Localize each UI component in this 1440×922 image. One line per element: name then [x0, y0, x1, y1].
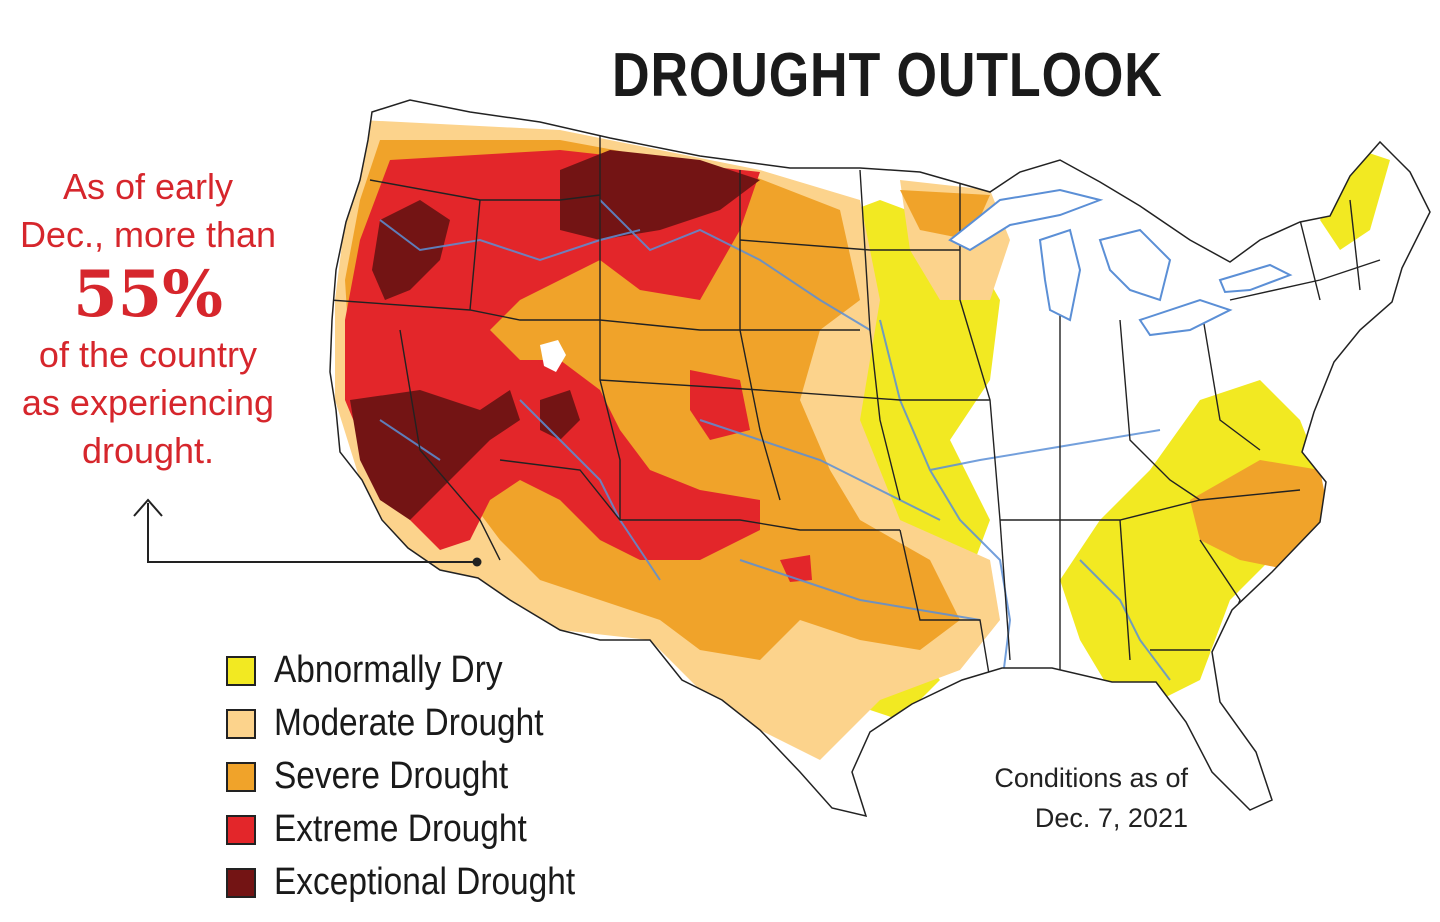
conditions-note-date: Dec. 7, 2021	[1034, 803, 1188, 833]
legend-swatch	[226, 814, 256, 845]
legend-item-abnormally-dry: Abnormally Dry	[226, 644, 616, 697]
callout-arrow	[133, 498, 477, 563]
legend-swatch	[226, 761, 256, 792]
map-title: DROUGHT OUTLOOK	[612, 41, 1163, 110]
legend-item-extreme-drought: Extreme Drought	[226, 803, 616, 856]
legend-label: Extreme Drought	[274, 808, 527, 850]
map-legend: Abnormally Dry Moderate Drought Severe D…	[226, 644, 616, 909]
legend-swatch	[226, 867, 256, 898]
legend-label: Exceptional Drought	[274, 861, 576, 903]
callout-percent: 55%	[73, 257, 223, 332]
legend-swatch	[226, 655, 256, 686]
conditions-note: Conditions as of Dec. 7, 2021	[994, 758, 1188, 838]
callout-line-5: drought.	[81, 430, 215, 471]
legend-item-exceptional-drought: Exceptional Drought	[226, 856, 616, 909]
callout-line-2: Dec., more than	[19, 214, 277, 255]
legend-label: Moderate Drought	[274, 702, 544, 744]
drought-callout: As of early Dec., more than 55% of the c…	[0, 163, 296, 475]
legend-swatch	[226, 708, 256, 739]
callout-line-3: of the country	[38, 334, 258, 375]
conditions-note-line-1: Conditions as of	[994, 763, 1188, 793]
legend-item-severe-drought: Severe Drought	[226, 750, 616, 803]
callout-line-4: as experiencing	[21, 382, 275, 423]
legend-label: Severe Drought	[274, 755, 509, 797]
legend-label: Abnormally Dry	[274, 649, 503, 691]
callout-point	[472, 557, 482, 567]
legend-item-moderate-drought: Moderate Drought	[226, 697, 616, 750]
callout-line-1: As of early	[62, 166, 234, 207]
